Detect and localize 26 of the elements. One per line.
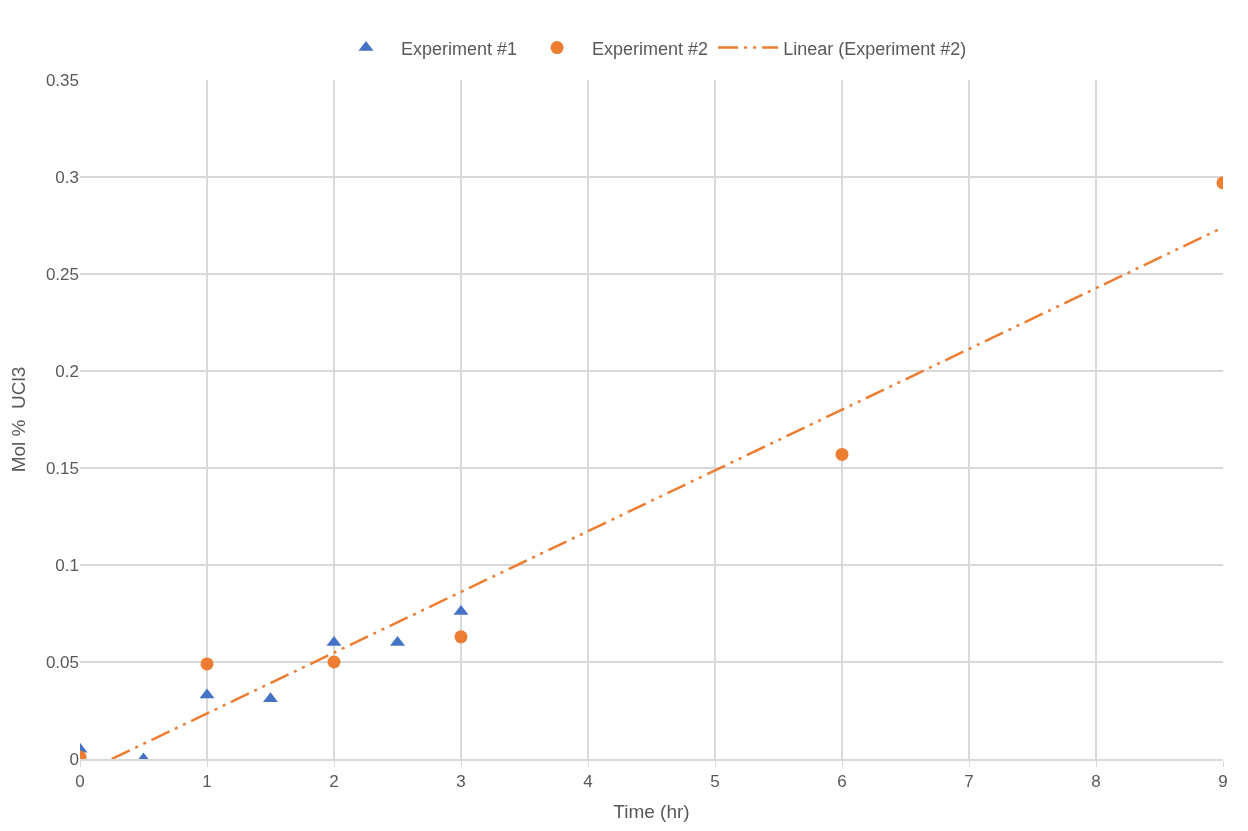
legend-label: Linear (Experiment #2): [783, 38, 967, 59]
legend-label: Experiment #2: [592, 38, 709, 59]
point: [327, 655, 341, 669]
x-tick-label: 8: [1091, 772, 1101, 792]
y-tick-label: 0.15: [45, 458, 79, 478]
y-tick-label: 0.3: [55, 167, 79, 187]
x-tick-label: 5: [710, 772, 720, 792]
point: [454, 630, 468, 644]
y-tick-label: 0.1: [55, 555, 79, 575]
point: [835, 447, 849, 461]
x-tick-label: 7: [964, 772, 974, 792]
x-tick-label: 4: [583, 772, 593, 792]
y-tick-label: 0.05: [45, 652, 79, 672]
x-tick-label: 1: [202, 772, 212, 792]
y-tick-label: 0.25: [45, 264, 79, 284]
y-axis-title: Mol % UCl3: [7, 366, 29, 473]
y-tick-label: 0.2: [55, 361, 79, 381]
x-axis-title: Time (hr): [613, 801, 690, 823]
x-tick-label: 2: [329, 772, 339, 792]
x-tick-label: 3: [456, 772, 466, 792]
point: [200, 657, 214, 671]
x-tick-label: 6: [837, 772, 847, 792]
y-tick-label: 0: [69, 749, 79, 769]
x-tick-label: 9: [1218, 772, 1228, 792]
y-tick-label: 0.35: [45, 70, 79, 90]
legend-label: Experiment #1: [401, 38, 518, 59]
